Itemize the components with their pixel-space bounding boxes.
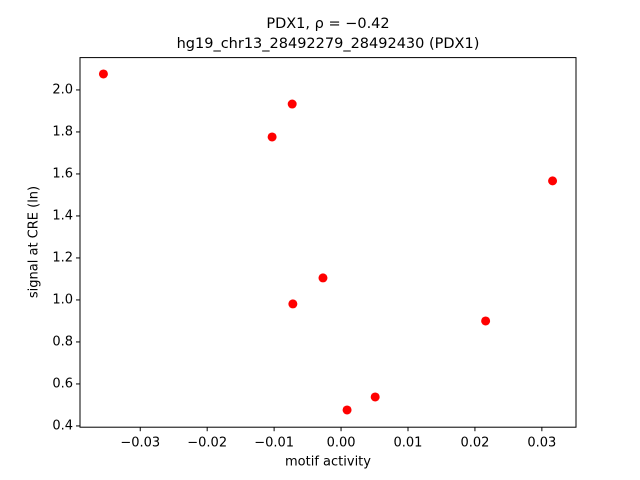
x-tick-label: 0.03 (527, 436, 556, 451)
point (98, 69, 108, 79)
y-tick-label: 1.2 (52, 250, 73, 265)
y-tick-label: 0.6 (52, 376, 73, 391)
y-tick-label: 0.4 (52, 418, 73, 433)
x-tick-label: 0.02 (460, 436, 489, 451)
y-tick-label: 1.0 (52, 292, 73, 307)
y-tick-label: 0.8 (52, 334, 73, 349)
y-tick-label: 1.8 (52, 124, 73, 139)
x-tick-label: −0.01 (254, 436, 294, 451)
point (548, 176, 558, 186)
x-tick-label: −0.02 (187, 436, 227, 451)
chart-subtitle: hg19_chr13_28492279_28492430 (PDX1) (177, 36, 480, 52)
point (267, 132, 277, 142)
x-tick-label: −0.03 (120, 436, 160, 451)
point (287, 99, 297, 109)
plot-frame (79, 57, 577, 428)
point (342, 405, 352, 415)
point (481, 316, 491, 326)
x-axis-label: motif activity (285, 455, 371, 470)
point (288, 299, 298, 309)
point (370, 392, 380, 402)
x-tick-label: 0.00 (327, 436, 356, 451)
y-axis-label: signal at CRE (ln) (27, 186, 42, 298)
y-tick-label: 2.0 (52, 82, 73, 97)
x-tick-label: 0.01 (394, 436, 423, 451)
chart-title: PDX1, ρ = −0.42 (266, 16, 389, 32)
point (318, 273, 328, 283)
y-tick-label: 1.4 (52, 208, 73, 223)
y-tick-label: 1.6 (52, 166, 73, 181)
